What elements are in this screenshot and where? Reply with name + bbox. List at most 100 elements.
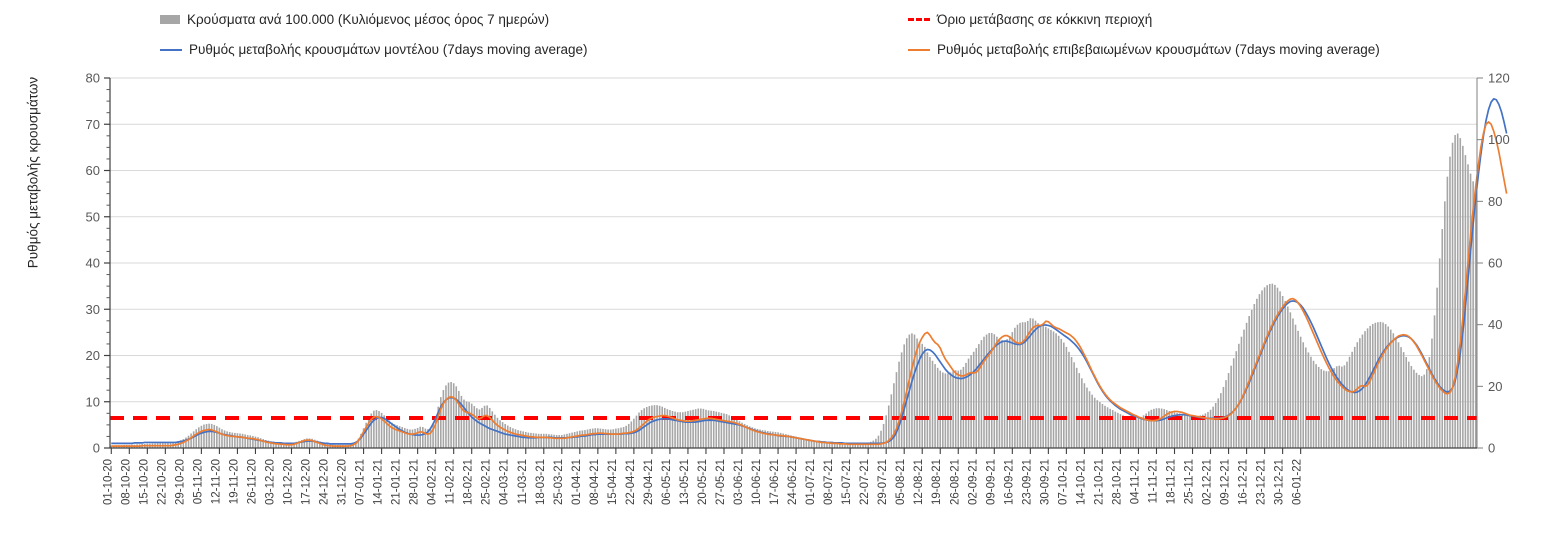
- bar: [795, 436, 797, 448]
- bar: [761, 430, 764, 448]
- bar: [851, 443, 854, 448]
- bar: [290, 443, 293, 448]
- x-tick-label: 24-06-21: [787, 459, 799, 505]
- bar: [996, 336, 998, 448]
- bar: [1377, 322, 1379, 448]
- bar: [676, 412, 679, 448]
- bar: [270, 441, 272, 448]
- bar: [573, 431, 576, 448]
- bar: [1238, 343, 1240, 448]
- bar: [833, 442, 836, 448]
- legend-item-bars[interactable]: Κρούσματα ανά 100.000 (Κυλιόμενος μέσος …: [160, 12, 549, 27]
- bar: [1374, 322, 1377, 448]
- bar: [810, 439, 813, 448]
- x-tick-label: 06-05-21: [661, 459, 673, 505]
- bar: [1425, 369, 1428, 448]
- bar: [192, 431, 195, 448]
- bar: [264, 439, 267, 448]
- bar: [942, 372, 944, 448]
- bar: [766, 431, 769, 448]
- bar: [913, 334, 916, 448]
- bar: [1449, 156, 1451, 448]
- x-tick-label: 19-08-21: [931, 459, 943, 505]
- bar: [216, 426, 218, 448]
- bar: [923, 346, 926, 448]
- bar: [208, 423, 210, 448]
- bar: [1011, 332, 1014, 448]
- bar: [808, 439, 810, 448]
- x-tick-label: 17-06-21: [769, 459, 781, 505]
- bar: [501, 422, 504, 448]
- bar: [254, 436, 257, 448]
- line-series-confirmed-rate: [111, 121, 1508, 447]
- bar: [1050, 329, 1052, 448]
- bar: [779, 432, 782, 448]
- bar: [1052, 331, 1055, 448]
- x-tick-label: 29-07-21: [877, 459, 889, 505]
- legend-label-bars: Κρούσματα ανά 100.000 (Κυλιόμενος μέσος …: [187, 12, 550, 27]
- bar: [1302, 342, 1305, 448]
- chart-legend: Κρούσματα ανά 100.000 (Κυλιόμενος μέσος …: [0, 0, 1563, 62]
- bar: [512, 428, 514, 448]
- bar: [1078, 373, 1081, 448]
- bar-series: [110, 133, 1477, 449]
- bar: [244, 434, 246, 448]
- bar: [1029, 318, 1032, 448]
- bar: [228, 431, 231, 448]
- x-tick-label: 03-12-20: [264, 459, 276, 505]
- legend-item-confirmed-rate[interactable]: Ρυθμός μεταβολής επιβεβαιωμένων κρουσμάτ…: [908, 42, 1380, 57]
- bar: [813, 440, 815, 448]
- bar: [1250, 309, 1253, 448]
- bar: [478, 409, 481, 448]
- bar: [1392, 333, 1395, 448]
- bar: [1423, 374, 1426, 448]
- bar: [790, 435, 792, 448]
- bar: [1104, 405, 1106, 448]
- bar: [1384, 324, 1387, 448]
- bar: [862, 443, 864, 448]
- bar: [1459, 138, 1462, 448]
- bar: [1135, 418, 1137, 448]
- bar: [1294, 324, 1297, 448]
- bar: [900, 352, 903, 448]
- bar: [669, 410, 671, 448]
- x-tick-label: 18-11-21: [1166, 459, 1178, 504]
- x-tick-label: 11-11-21: [1147, 459, 1159, 503]
- bar: [548, 434, 550, 448]
- bar: [1055, 333, 1057, 448]
- x-tick-label: 07-10-21: [1057, 459, 1069, 505]
- bar: [826, 442, 828, 448]
- bar: [581, 430, 584, 448]
- bar: [725, 414, 728, 448]
- legend-item-model-rate[interactable]: Ρυθμός μεταβολής κρουσμάτων μοντέλου (7d…: [160, 42, 588, 57]
- bar: [249, 435, 252, 448]
- bar: [1214, 402, 1217, 448]
- bar: [1047, 328, 1050, 448]
- x-tick-label: 08-10-20: [120, 459, 132, 505]
- bar: [537, 433, 540, 448]
- bar: [939, 370, 942, 448]
- bar: [1474, 185, 1477, 448]
- bar: [504, 423, 506, 448]
- bar: [895, 372, 898, 448]
- bar: [545, 433, 548, 448]
- bar: [259, 438, 262, 448]
- bar: [1117, 412, 1119, 448]
- bar: [864, 442, 867, 448]
- bar: [555, 435, 558, 448]
- bar: [1171, 411, 1173, 448]
- bar: [517, 430, 519, 448]
- bar: [612, 429, 615, 448]
- bar: [1202, 414, 1204, 448]
- bar: [1173, 412, 1176, 448]
- bar: [1382, 322, 1384, 448]
- bar: [470, 403, 473, 448]
- bar: [929, 357, 931, 448]
- bar: [733, 418, 736, 448]
- bar: [1281, 295, 1284, 448]
- bar: [1124, 416, 1127, 448]
- legend-item-threshold[interactable]: Όριο μετάβασης σε κόκκινη περιοχή: [908, 12, 1152, 27]
- bar: [658, 405, 661, 448]
- bar: [352, 443, 355, 448]
- y-tick-label-right: 40: [1488, 317, 1502, 332]
